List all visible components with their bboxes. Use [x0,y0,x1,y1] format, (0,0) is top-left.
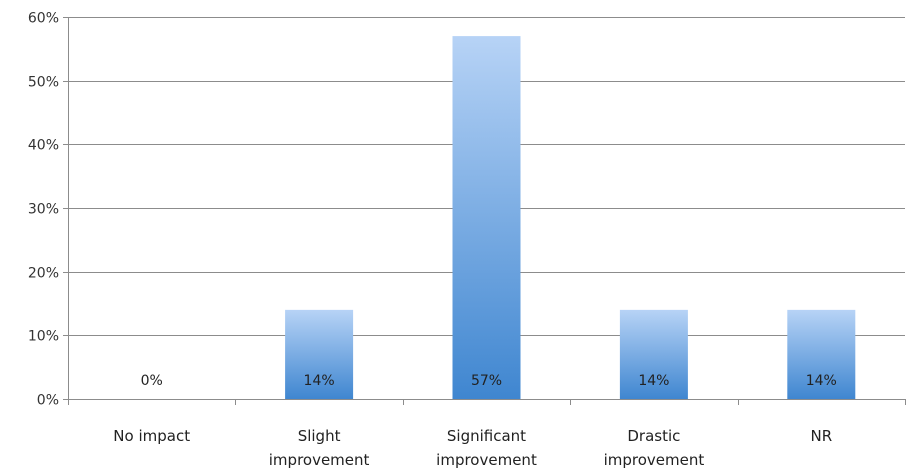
y-tick-label: 10% [28,329,59,345]
bar-data-label: 14% [638,373,669,389]
bar [285,309,354,399]
bar-data-label: 57% [471,373,502,389]
axes [63,17,906,405]
category-label-line: Slight [298,427,341,445]
bar-data-label: 14% [806,373,837,389]
bar-data-label: 14% [304,373,335,389]
bar [452,36,521,399]
category-label: Drastic improvement [604,427,705,469]
category-label-line: No impact [113,427,190,445]
y-axis-tick-labels: 0% 10% 20% 30% 40% 50% 60% [28,11,59,409]
bar [619,309,688,399]
x-axis-category-labels: No impact Slight improvement Significant imp… [113,427,832,469]
category-label: Slight improvement [269,427,370,469]
y-tick-label: 50% [28,75,59,91]
bars [285,36,856,399]
category-label: No impact [113,427,190,445]
y-tick-label: 20% [28,266,59,282]
category-label-line: improvement [436,451,537,469]
category-label-line: Significant [447,427,526,445]
category-label-line: Drastic [627,427,680,445]
y-tick-label: 30% [28,202,59,218]
y-tick-label: 0% [37,393,59,409]
data-labels: 0% 14% 57% 14% 14% [141,373,837,389]
y-tick-label: 60% [28,11,59,27]
y-tick-label: 40% [28,138,59,154]
category-label-line: improvement [269,451,370,469]
bar [787,309,856,399]
category-label: Significant improvement [436,427,537,469]
category-label-line: improvement [604,451,705,469]
category-label: NR [810,427,832,445]
bar-data-label: 0% [141,373,163,389]
category-label-line: NR [810,427,832,445]
